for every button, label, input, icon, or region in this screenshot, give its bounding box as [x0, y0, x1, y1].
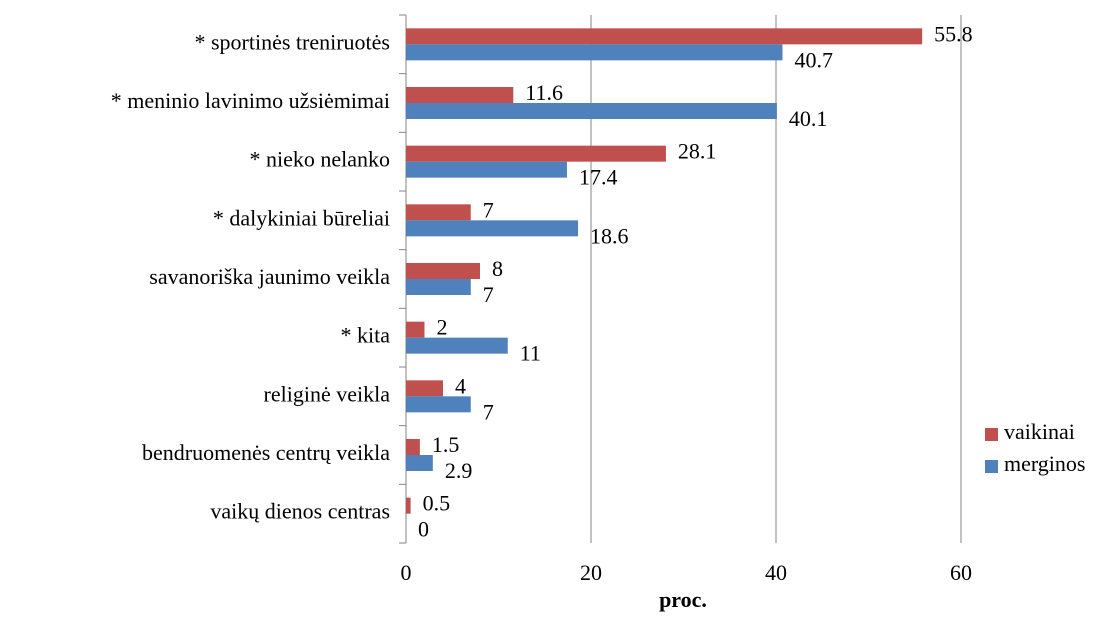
- data-label: 18.6: [590, 223, 629, 248]
- legend-label: merginos: [1004, 451, 1085, 476]
- data-label: 0.5: [423, 491, 451, 516]
- y-tick-label: bendruomenės centrų veikla: [142, 440, 390, 465]
- bar: [406, 220, 579, 237]
- bar: [406, 439, 420, 455]
- bar: [406, 279, 471, 295]
- data-label: 40.7: [794, 47, 833, 72]
- bar: [406, 145, 666, 162]
- y-tick-label: * dalykiniai būreliai: [213, 205, 390, 230]
- legend-swatch: [985, 428, 998, 441]
- y-tick-label: * sportinės treniruotės: [194, 29, 390, 54]
- y-tick-label: savanoriška jaunimo veikla: [149, 264, 390, 289]
- data-label: 7: [483, 197, 494, 222]
- y-tick-label: * kita: [341, 323, 391, 348]
- y-tick-label: vaikų dienos centras: [210, 499, 390, 524]
- data-label: 28.1: [678, 139, 717, 164]
- data-label: 2.9: [445, 458, 473, 483]
- data-label: 7: [483, 282, 494, 307]
- data-label: 55.8: [934, 21, 973, 46]
- data-label: 11.6: [525, 80, 563, 105]
- y-tick-label: * meninio lavinimo užsiėmimai: [111, 88, 390, 113]
- bar: [406, 161, 567, 178]
- data-label: 2: [437, 315, 448, 340]
- y-tick-label: religinė veikla: [264, 381, 391, 406]
- bar: [406, 263, 480, 279]
- data-label: 11: [520, 341, 541, 366]
- data-label: 40.1: [789, 106, 828, 131]
- x-tick-label: 0: [401, 560, 412, 585]
- x-tick-label: 20: [580, 560, 602, 585]
- bar: [406, 28, 923, 45]
- y-tick-label: * nieko nelanko: [249, 147, 390, 172]
- bar: [406, 44, 783, 61]
- data-label: 4: [455, 373, 466, 398]
- bar: [406, 497, 411, 514]
- x-axis-title: proc.: [659, 587, 707, 612]
- bar: [406, 87, 514, 103]
- x-tick-label: 40: [765, 560, 787, 585]
- legend-label: vaikinai: [1004, 419, 1075, 444]
- bar: [406, 396, 471, 413]
- bar: [406, 455, 433, 471]
- bar: [406, 380, 443, 397]
- x-tick-label: 60: [950, 560, 972, 585]
- data-label: 8: [492, 256, 503, 281]
- legend-swatch: [985, 460, 998, 473]
- data-label: 17.4: [579, 165, 618, 190]
- bar: [406, 337, 508, 354]
- bar: [406, 204, 471, 221]
- data-label: 7: [483, 399, 494, 424]
- data-label: 1.5: [432, 432, 460, 457]
- bar: [406, 321, 425, 338]
- data-label: 0: [418, 517, 429, 542]
- bar: [406, 103, 777, 119]
